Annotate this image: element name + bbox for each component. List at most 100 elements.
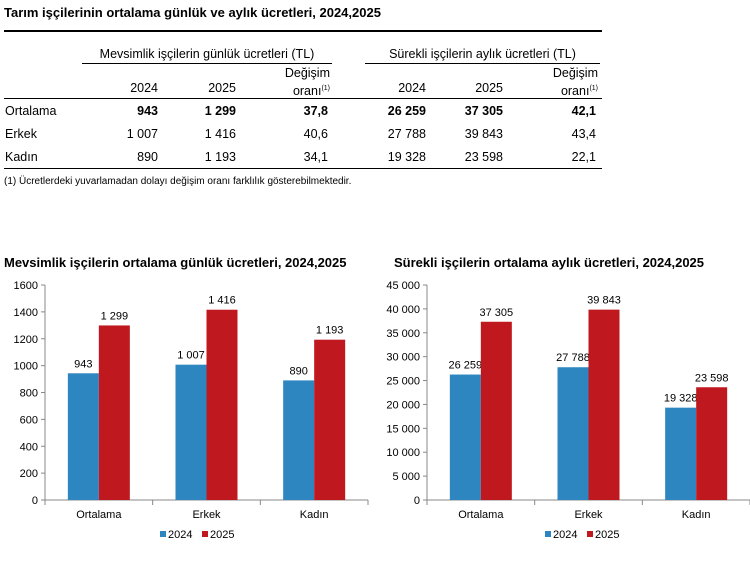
cell-value: 1 007 <box>126 127 158 141</box>
y-tick-label: 200 <box>20 468 38 480</box>
cell-value: 43,4 <box>571 127 596 141</box>
data-label: 27 788 <box>556 352 590 364</box>
data-label: 39 843 <box>587 295 621 307</box>
category-label: Ortalama <box>458 509 504 521</box>
cell-value: 23 598 <box>464 150 503 164</box>
col-header-2025: 2025 <box>475 81 503 95</box>
table-footnote: (1) Ücretlerdeki yuvarlamadan dolayı değ… <box>4 176 352 187</box>
y-tick-label: 30 000 <box>386 352 420 364</box>
cell-value: 40,6 <box>303 127 328 141</box>
change-label-2: oranı <box>292 84 322 99</box>
header-bottom-rule <box>4 98 602 99</box>
table-title: Tarım işçilerinin ortalama günlük ve ayl… <box>4 5 381 20</box>
group-underline-seasonal <box>82 63 332 64</box>
footnote-mark: (1) <box>589 85 598 92</box>
data-label: 1 193 <box>316 325 344 337</box>
row-label: Ortalama <box>5 104 57 118</box>
footnote-mark: (1) <box>321 85 330 92</box>
cell-value: 1 193 <box>204 150 236 164</box>
data-label: 890 <box>289 365 307 377</box>
table-bottom-rule <box>4 168 602 169</box>
legend-swatch-2025 <box>202 531 208 537</box>
chart-title-permanent: Sürekli işçilerin ortalama aylık ücretle… <box>394 255 705 270</box>
y-tick-label: 1000 <box>14 361 38 373</box>
bar-2024-ortalama <box>449 374 481 500</box>
cell-value: 943 <box>137 104 158 118</box>
col-header-2024: 2024 <box>398 81 426 95</box>
y-tick-label: 1400 <box>14 307 38 319</box>
y-tick-label: 5 000 <box>392 471 420 483</box>
group-header-permanent: Sürekli işçilerin aylık ücretleri (TL) <box>389 47 576 61</box>
data-label: 37 305 <box>480 307 514 319</box>
data-label: 1 007 <box>177 350 205 362</box>
y-tick-label: 15 000 <box>386 423 420 435</box>
y-tick-label: 0 <box>32 495 38 507</box>
y-tick-label: 25 000 <box>386 376 420 388</box>
cell-value: 22,1 <box>571 150 596 164</box>
y-tick-label: 45 000 <box>386 280 420 292</box>
cell-value: 37,8 <box>303 104 328 118</box>
legend-label-2024: 2024 <box>168 529 192 541</box>
row-label: Erkek <box>5 127 37 141</box>
change-label-1: Değişim <box>552 66 598 80</box>
legend-swatch-2024 <box>160 531 166 537</box>
group-underline-permanent <box>365 63 600 64</box>
y-tick-label: 800 <box>20 388 38 400</box>
bar-2024-kadın <box>665 407 697 500</box>
chart-title-seasonal: Mevsimlik işçilerin ortalama günlük ücre… <box>4 255 347 270</box>
bar-2025-kadın <box>696 387 728 500</box>
legend-label-2025: 2025 <box>595 529 619 541</box>
y-tick-label: 10 000 <box>386 447 420 459</box>
data-label: 23 598 <box>695 372 729 384</box>
bar-2024-erkek <box>175 364 207 500</box>
data-label: 19 328 <box>664 393 698 405</box>
category-label: Erkek <box>574 509 603 521</box>
y-tick-label: 0 <box>414 495 420 507</box>
category-label: Ortalama <box>76 509 122 521</box>
y-tick-label: 1600 <box>14 280 38 292</box>
col-header-change: Değişim oranı(1) <box>524 66 598 99</box>
bar-2024-kadın <box>283 380 315 500</box>
legend-label-2024: 2024 <box>553 529 577 541</box>
y-tick-label: 400 <box>20 441 38 453</box>
col-header-2024: 2024 <box>130 81 158 95</box>
y-tick-label: 20 000 <box>386 399 420 411</box>
y-tick-label: 35 000 <box>386 328 420 340</box>
cell-value: 890 <box>137 150 158 164</box>
data-label: 1 299 <box>101 310 129 322</box>
col-header-change: Değişim oranı(1) <box>256 66 330 99</box>
y-tick-label: 1200 <box>14 334 38 346</box>
cell-value: 1 299 <box>204 104 236 118</box>
row-label: Kadın <box>5 150 38 164</box>
data-label: 26 259 <box>449 360 483 372</box>
data-label: 943 <box>74 358 92 370</box>
cell-value: 39 843 <box>464 127 503 141</box>
legend-swatch-2024 <box>545 531 551 537</box>
bar-2025-kadın <box>314 339 346 500</box>
cell-value: 27 788 <box>387 127 426 141</box>
y-tick-label: 40 000 <box>386 304 420 316</box>
bar-2025-ortalama <box>480 321 512 500</box>
y-tick-label: 600 <box>20 414 38 426</box>
bar-2025-ortalama <box>98 325 130 500</box>
bar-2024-ortalama <box>67 373 99 500</box>
cell-value: 19 328 <box>387 150 426 164</box>
cell-value: 42,1 <box>571 104 596 118</box>
table-top-rule <box>4 30 602 32</box>
cell-value: 34,1 <box>303 150 328 164</box>
category-label: Kadın <box>682 509 711 521</box>
col-header-2025: 2025 <box>208 81 236 95</box>
group-header-seasonal: Mevsimlik işçilerin günlük ücretleri (TL… <box>99 47 315 61</box>
legend-swatch-2025 <box>587 531 593 537</box>
legend-label-2025: 2025 <box>210 529 234 541</box>
cell-value: 26 259 <box>387 104 426 118</box>
data-label: 1 416 <box>208 295 236 307</box>
change-label-2: oranı <box>560 84 590 99</box>
cell-value: 37 305 <box>464 104 503 118</box>
category-label: Kadın <box>300 509 329 521</box>
change-label-1: Değişim <box>284 66 330 80</box>
category-label: Erkek <box>192 509 221 521</box>
bar-2025-erkek <box>588 309 620 500</box>
bar-2024-erkek <box>557 367 589 500</box>
